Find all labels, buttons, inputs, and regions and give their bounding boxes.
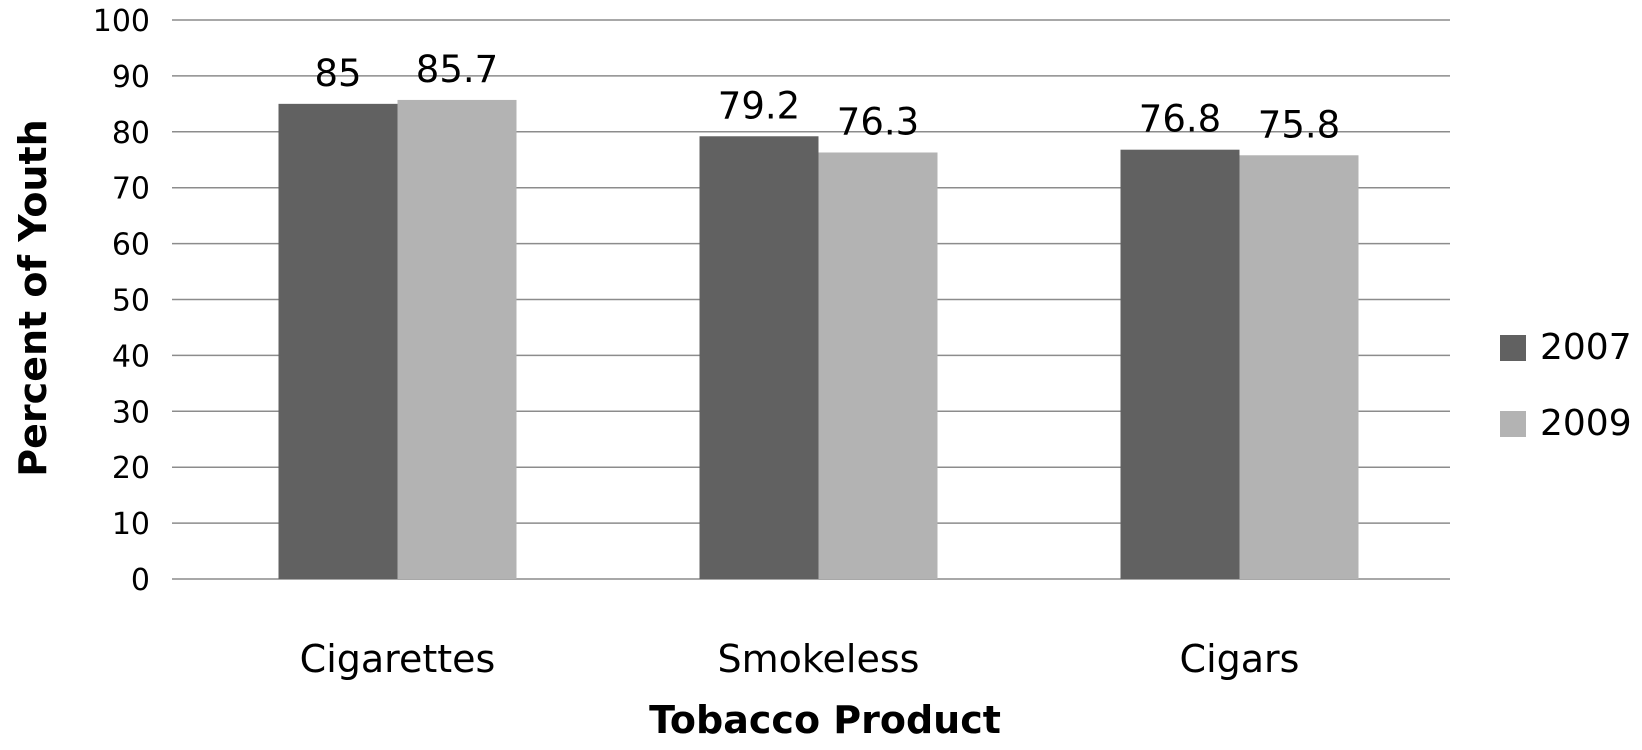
category-label-cigarettes: Cigarettes — [300, 637, 496, 681]
legend-label-2007: 2007 — [1540, 327, 1632, 368]
category-label-cigars: Cigars — [1180, 637, 1300, 681]
data-label: 79.2 — [718, 84, 800, 127]
data-label: 75.8 — [1258, 103, 1340, 146]
bars — [278, 99, 1359, 580]
bar-2007-cigars — [1120, 149, 1240, 580]
data-labels: 85 85.7 79.2 76.3 76.8 75.8 — [314, 48, 1340, 146]
legend: 2007 2009 — [1500, 327, 1632, 444]
y-tick-label: 40 — [112, 339, 150, 374]
bar-2009-cigars — [1239, 155, 1359, 579]
y-tick-label: 90 — [112, 60, 150, 95]
category-labels: Cigarettes Smokeless Cigars — [300, 637, 1300, 681]
y-tick-label: 70 — [112, 172, 150, 207]
data-label: 76.8 — [1139, 98, 1221, 141]
legend-swatch-2009 — [1500, 411, 1526, 437]
y-axis-title: Percent of Youth — [11, 119, 55, 476]
bar-2007-smokeless — [699, 136, 819, 579]
y-axis-ticks: 0 10 20 30 40 50 60 70 80 90 100 — [93, 4, 150, 598]
bar-2009-cigarettes — [397, 99, 517, 579]
bar-2009-smokeless — [818, 152, 938, 579]
x-axis-title: Tobacco Product — [649, 698, 1001, 742]
data-label: 76.3 — [837, 100, 919, 143]
data-label: 85 — [314, 52, 361, 95]
y-tick-label: 30 — [112, 395, 150, 430]
y-tick-label: 50 — [112, 284, 150, 319]
y-tick-label: 80 — [112, 116, 150, 151]
data-label: 85.7 — [416, 48, 498, 91]
y-tick-label: 100 — [93, 4, 150, 39]
category-label-smokeless: Smokeless — [718, 637, 920, 681]
y-tick-label: 0 — [131, 563, 150, 598]
legend-swatch-2007 — [1500, 335, 1526, 361]
y-tick-label: 60 — [112, 228, 150, 263]
y-tick-label: 20 — [112, 451, 150, 486]
legend-label-2009: 2009 — [1540, 403, 1632, 444]
bar-2007-cigarettes — [278, 103, 398, 579]
y-tick-label: 10 — [112, 507, 150, 542]
